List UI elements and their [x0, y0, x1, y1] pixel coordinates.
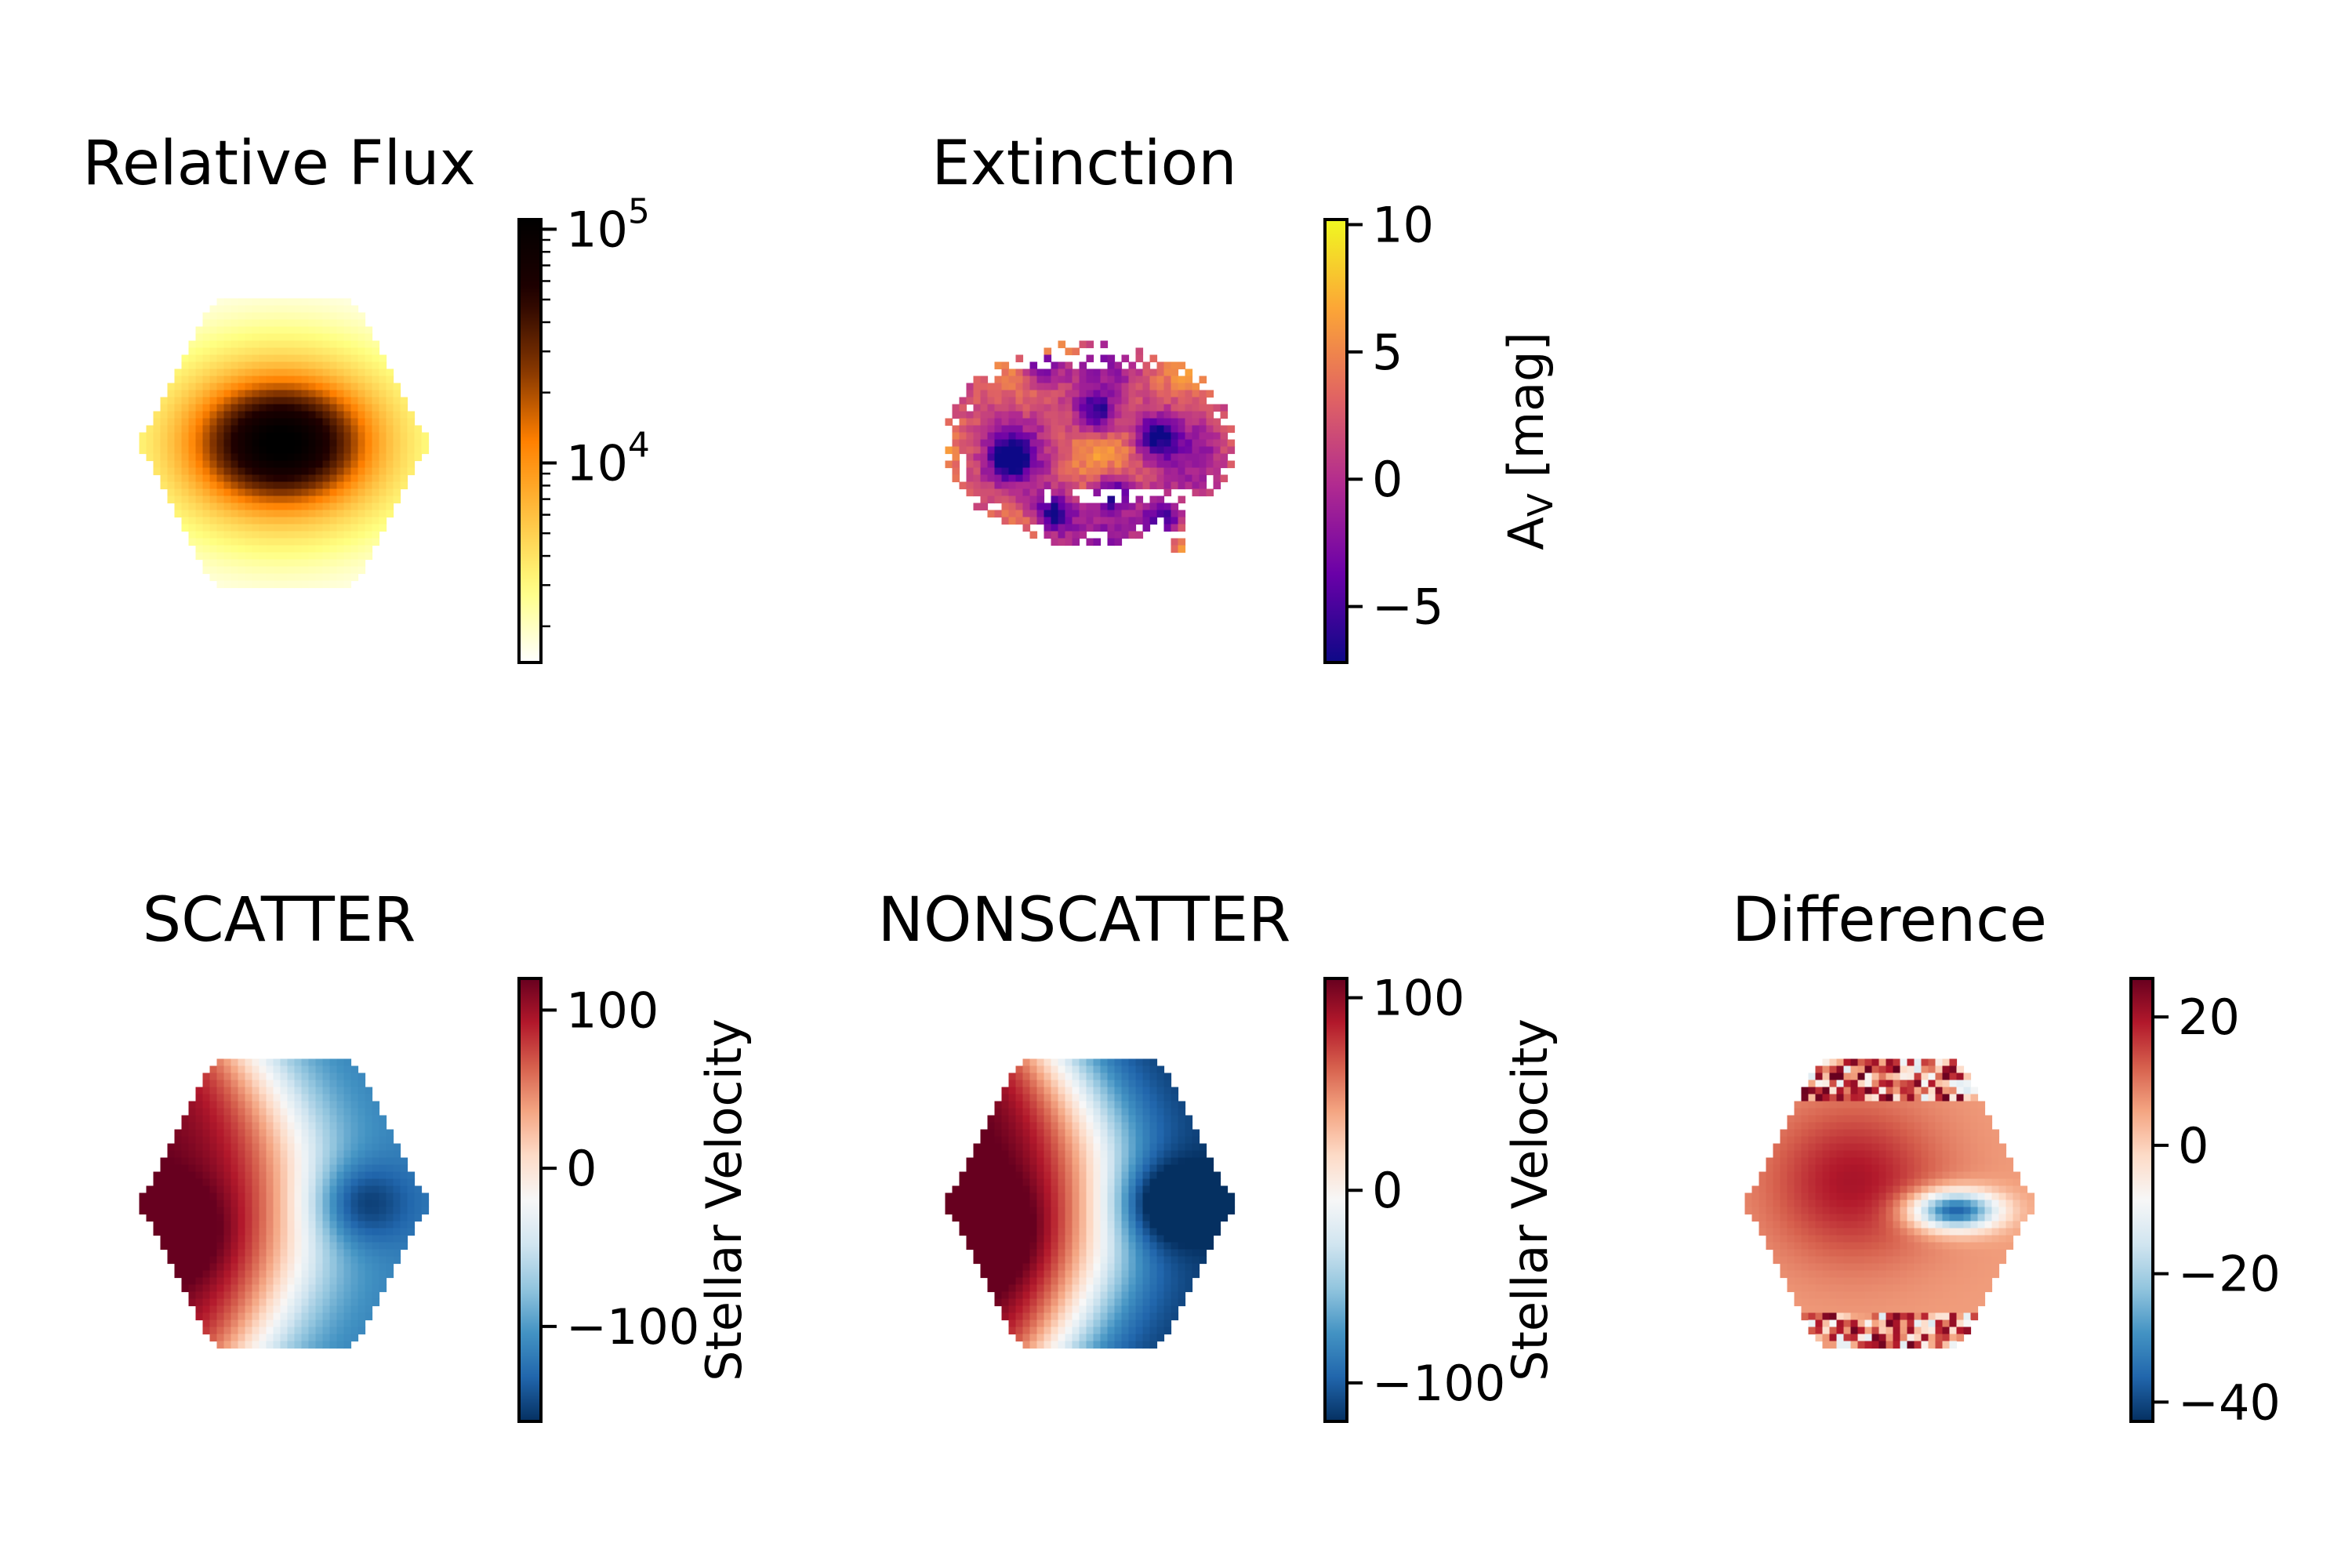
panel-title: Extinction	[931, 129, 1236, 199]
colorbar-tick-label: −20	[2178, 1246, 2281, 1303]
colorbar-tick-label: 5	[1372, 324, 1403, 381]
colorbar-fill	[1325, 220, 1347, 662]
colorbar-frame	[1323, 977, 1348, 1423]
colorbar-tick-label: 0	[2178, 1117, 2209, 1174]
colorbar-tick-label: 0	[1372, 451, 1403, 508]
colorbar-frame	[1323, 218, 1348, 664]
colorbar-label: Stellar Velocity	[1501, 1018, 1559, 1381]
heatmap-2	[139, 1058, 430, 1349]
colorbar-tick-label: 100	[566, 982, 659, 1039]
colorbar-frame	[517, 977, 543, 1423]
colorbar-tick-label: −5	[1372, 579, 1443, 636]
colorbar-tick-label: 104	[566, 425, 650, 492]
colorbar-label: Stellar Velocity	[695, 1018, 753, 1381]
colorbar-tick-label: 10	[1372, 196, 1434, 253]
colorbar-fill	[519, 220, 541, 662]
colorbar-0: 104 105	[517, 191, 650, 664]
panel-title: Relative Flux	[82, 129, 475, 199]
heatmap-1	[945, 340, 1236, 554]
colorbar-4: 20 0 −20 −40	[2129, 977, 2281, 1431]
colorbar-tick-label: −40	[2178, 1374, 2281, 1431]
colorbar-tick-label: −100	[566, 1298, 699, 1356]
colorbar-tick-label: 0	[566, 1140, 597, 1197]
heatmap-3	[945, 1058, 1236, 1349]
colorbar-tick-label: 0	[1372, 1162, 1403, 1219]
panel-title: NONSCATTER	[878, 885, 1291, 956]
colorbar-tick-label: −100	[1372, 1355, 1505, 1412]
colorbar-tick-label: 105	[566, 191, 650, 258]
panel-title: SCATTER	[143, 885, 416, 956]
heatmap-4	[1744, 1058, 2035, 1349]
panel-title: Difference	[1732, 885, 2047, 956]
colorbar-fill	[1325, 978, 1347, 1421]
colorbar-tick-label: 100	[1372, 970, 1465, 1027]
colorbar-frame	[2129, 977, 2154, 1423]
colorbar-fill	[519, 978, 541, 1421]
colorbar-frame	[517, 218, 543, 664]
colorbar-tick-label: 20	[2178, 989, 2240, 1046]
colorbar-1: 10 5 0 −5 AV [mag]	[1323, 196, 1561, 664]
colorbar-fill	[2131, 978, 2153, 1421]
heatmap-0	[139, 298, 430, 589]
colorbar-label: AV [mag]	[1497, 332, 1561, 550]
